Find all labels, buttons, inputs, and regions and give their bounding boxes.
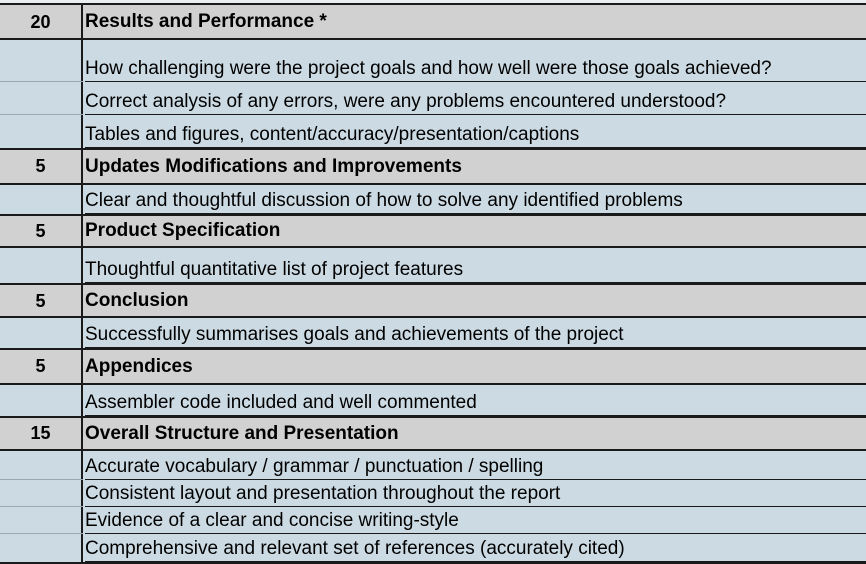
section-header-results: 20 Results and Performance * bbox=[0, 5, 866, 39]
section-title: Overall Structure and Presentation bbox=[85, 422, 399, 444]
section-points: 5 bbox=[0, 350, 83, 383]
divider bbox=[0, 283, 866, 285]
criterion-row: How challenging were the project goals a… bbox=[0, 40, 866, 82]
criterion-row: Thoughtful quantitative list of project … bbox=[0, 248, 866, 283]
cell-separator bbox=[0, 114, 83, 115]
divider bbox=[0, 383, 866, 385]
criterion-row: Assembler code included and well comment… bbox=[0, 385, 866, 416]
section-title: Results and Performance * bbox=[85, 11, 327, 32]
criterion-text: Assembler code included and well comment… bbox=[85, 385, 866, 416]
divider bbox=[0, 348, 866, 350]
criterion-row: Consistent layout and presentation throu… bbox=[0, 480, 866, 507]
criterion-text: Accurate vocabulary / grammar / punctuat… bbox=[85, 451, 866, 480]
criterion-score-cell[interactable] bbox=[0, 318, 83, 348]
section-points: 15 bbox=[0, 418, 83, 449]
cell-separator bbox=[0, 533, 83, 534]
criterion-text: Evidence of a clear and concise writing-… bbox=[85, 507, 866, 534]
criterion-text: Successfully summarises goals and achiev… bbox=[85, 318, 866, 348]
section-title: Product Specification bbox=[85, 220, 281, 241]
criterion-score-cell[interactable] bbox=[0, 248, 83, 283]
section-points: 5 bbox=[0, 150, 83, 183]
criterion-text: Thoughtful quantitative list of project … bbox=[85, 248, 866, 283]
section-header-product-spec: 5 Product Specification bbox=[0, 216, 866, 246]
criterion-row: Correct analysis of any errors, were any… bbox=[0, 82, 866, 115]
divider bbox=[0, 3, 866, 5]
divider bbox=[0, 316, 866, 318]
criterion-text: Correct analysis of any errors, were any… bbox=[85, 82, 866, 115]
criterion-text: Consistent layout and presentation throu… bbox=[85, 480, 866, 507]
section-title: Appendices bbox=[85, 355, 193, 377]
divider bbox=[0, 416, 866, 418]
divider bbox=[0, 449, 866, 451]
top-edge bbox=[0, 0, 866, 4]
criterion-score-cell[interactable] bbox=[0, 480, 83, 507]
criterion-row: Comprehensive and relevant set of refere… bbox=[0, 534, 866, 562]
cell-separator bbox=[0, 479, 83, 480]
criterion-row: Accurate vocabulary / grammar / punctuat… bbox=[0, 451, 866, 480]
criterion-score-cell[interactable] bbox=[0, 82, 83, 115]
criterion-score-cell[interactable] bbox=[0, 507, 83, 534]
divider bbox=[0, 183, 866, 185]
section-points: 5 bbox=[0, 285, 83, 317]
criterion-row: Clear and thoughtful discussion of how t… bbox=[0, 185, 866, 214]
section-header-overall-structure: 15 Overall Structure and Presentation bbox=[0, 418, 866, 449]
criterion-score-cell[interactable] bbox=[0, 40, 83, 82]
criterion-text: Tables and figures, content/accuracy/pre… bbox=[85, 115, 866, 148]
criterion-row: Successfully summarises goals and achiev… bbox=[0, 318, 866, 348]
criterion-row: Evidence of a clear and concise writing-… bbox=[0, 507, 866, 534]
criterion-row: Tables and figures, content/accuracy/pre… bbox=[0, 115, 866, 148]
section-points: 5 bbox=[0, 216, 83, 246]
divider bbox=[0, 38, 866, 40]
section-title: Updates Modifications and Improvements bbox=[85, 155, 462, 177]
criterion-text: Comprehensive and relevant set of refere… bbox=[85, 534, 866, 562]
cell-separator bbox=[0, 506, 83, 507]
divider bbox=[0, 246, 866, 248]
cell-separator bbox=[0, 81, 83, 82]
criterion-score-cell[interactable] bbox=[0, 534, 83, 562]
criterion-score-cell[interactable] bbox=[0, 185, 83, 214]
section-title: Conclusion bbox=[85, 290, 189, 311]
criterion-text: How challenging were the project goals a… bbox=[85, 40, 866, 82]
criterion-score-cell[interactable] bbox=[0, 115, 83, 148]
divider bbox=[0, 214, 866, 216]
criterion-score-cell[interactable] bbox=[0, 451, 83, 480]
criterion-score-cell[interactable] bbox=[0, 385, 83, 416]
section-header-conclusion: 5 Conclusion bbox=[0, 285, 866, 317]
section-header-updates: 5 Updates Modifications and Improvements bbox=[0, 150, 866, 183]
section-header-appendices: 5 Appendices bbox=[0, 350, 866, 383]
divider bbox=[0, 148, 866, 150]
section-points: 20 bbox=[0, 5, 83, 39]
criterion-text: Clear and thoughtful discussion of how t… bbox=[85, 185, 866, 214]
divider bbox=[0, 562, 866, 564]
